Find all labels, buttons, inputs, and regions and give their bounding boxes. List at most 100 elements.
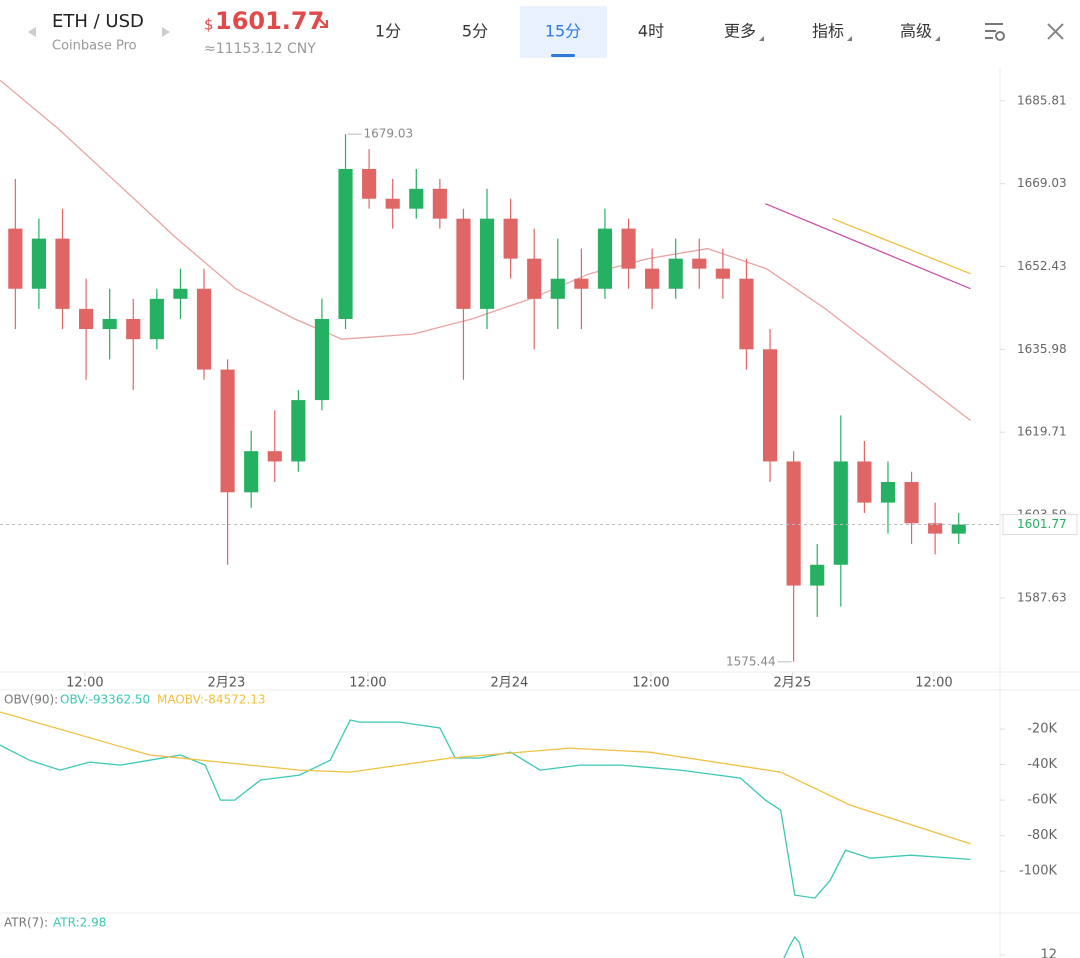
candle-body xyxy=(291,400,306,462)
candle-body xyxy=(503,218,518,259)
candle-body xyxy=(692,258,707,269)
indicator-line xyxy=(0,79,971,422)
y-tick-label: -60K xyxy=(1027,793,1057,808)
candle-body xyxy=(739,278,754,350)
legend-entry: ATR:2.98 xyxy=(53,916,106,930)
candle-body xyxy=(409,188,424,209)
x-tick-label: 12:00 xyxy=(66,676,103,691)
interval-tabs: 1分 5分 15分 4时 更多 指标 高级 xyxy=(375,6,940,58)
y-tick-label: -80K xyxy=(1027,828,1057,843)
close-button[interactable] xyxy=(1047,23,1064,40)
next-arrow[interactable] xyxy=(162,27,170,37)
candle-body xyxy=(196,288,212,370)
candle-body xyxy=(432,188,447,219)
last-price: 1601.77 xyxy=(215,7,324,35)
cny-price: ≈11153.12 CNY xyxy=(204,41,316,57)
x-tick-label: 2月24 xyxy=(491,676,529,691)
active-tab-bg xyxy=(520,6,607,58)
candle-body xyxy=(102,318,117,330)
price-plot xyxy=(0,79,971,662)
candle-body xyxy=(904,482,919,524)
candle-body xyxy=(31,238,46,289)
indicator-title: OBV(90): xyxy=(4,693,58,707)
candle-body xyxy=(362,168,377,199)
y-tick-label: 1685.81 xyxy=(1017,93,1067,107)
candle-body xyxy=(597,228,613,289)
x-tick-label: 2月25 xyxy=(774,676,812,691)
candle-body xyxy=(126,318,141,340)
candle-body xyxy=(574,278,589,289)
current-price-label: 1601.77 xyxy=(1017,517,1067,531)
exchange: Coinbase Pro xyxy=(52,39,137,54)
dropdown-caret xyxy=(935,36,940,41)
candle-body xyxy=(621,228,636,269)
y-tick-label: 1669.03 xyxy=(1017,176,1067,190)
candle-body xyxy=(244,451,259,493)
y-tick-label: 12 xyxy=(1040,948,1057,958)
indicator-line xyxy=(765,203,971,290)
x-tick-label: 12:00 xyxy=(915,676,952,691)
legend-entry: MAOBV:-84572.13 xyxy=(157,693,266,707)
interval-tab[interactable]: 1分 xyxy=(375,22,401,41)
y-tick-label: -20K xyxy=(1027,722,1057,737)
candle-body xyxy=(220,369,235,493)
high-annotation: 1679.03 xyxy=(364,127,414,141)
y-tick-label: 1652.43 xyxy=(1017,259,1067,273)
candle-body xyxy=(173,288,188,299)
candle-body xyxy=(833,461,848,565)
candle-body xyxy=(668,258,683,289)
obv-plot xyxy=(0,711,971,899)
y-tick-label: -40K xyxy=(1027,757,1057,772)
x-tick-label: 12:00 xyxy=(632,676,669,691)
candle-body xyxy=(857,461,872,503)
indicator-line xyxy=(0,711,971,845)
interval-tab[interactable]: 指标 xyxy=(812,22,844,41)
candle-body xyxy=(928,523,943,534)
candle-body xyxy=(456,218,471,309)
candle-body xyxy=(786,461,801,586)
y-tick-label: -100K xyxy=(1019,864,1058,879)
prev-arrow[interactable] xyxy=(28,27,36,37)
x-tick-label: 12:00 xyxy=(349,676,386,691)
dropdown-caret xyxy=(847,36,852,41)
interval-tab[interactable]: 更多 xyxy=(724,22,756,41)
low-annotation: 1575.44 xyxy=(726,654,776,668)
candle-body xyxy=(715,268,730,279)
pair: ETH / USD xyxy=(52,11,144,32)
x-tick-label: 2月23 xyxy=(208,676,246,691)
interval-tab[interactable]: 高级 xyxy=(900,22,932,41)
y-tick-label: 1635.98 xyxy=(1017,342,1067,356)
candle-body xyxy=(810,564,825,586)
candle-body xyxy=(338,168,353,319)
candle-body xyxy=(385,198,400,209)
indicator-line xyxy=(783,935,805,958)
indicator-line xyxy=(832,218,971,275)
y-tick-label: 1587.63 xyxy=(1017,590,1067,604)
y-tick-label: 1619.71 xyxy=(1017,425,1067,439)
interval-tab[interactable]: 5分 xyxy=(462,22,488,41)
axes: 1587.631603.591619.711635.981652.431669.… xyxy=(66,93,1066,958)
indicator-title: ATR(7): xyxy=(4,916,48,930)
down-arrow xyxy=(316,16,328,28)
indicator-line xyxy=(0,719,971,899)
candle-body xyxy=(880,482,896,503)
dropdown-caret xyxy=(759,36,764,41)
candle-body xyxy=(762,349,778,462)
atr-plot xyxy=(783,935,805,958)
legend-entry: OBV:-93362.50 xyxy=(60,693,150,707)
candle-body xyxy=(8,228,23,289)
candle-body xyxy=(267,451,282,462)
candle-body xyxy=(550,278,565,299)
candle-body xyxy=(527,258,542,299)
candle-body xyxy=(951,524,966,534)
candle-body xyxy=(645,268,660,289)
interval-tab[interactable]: 4时 xyxy=(638,22,664,41)
candle-body xyxy=(79,308,94,330)
interval-tab[interactable]: 15分 xyxy=(545,22,581,41)
candle-body xyxy=(314,318,330,401)
candle-body xyxy=(479,218,495,309)
candle-body xyxy=(55,238,70,309)
current-price-box xyxy=(1002,513,1078,535)
settings-icon[interactable] xyxy=(985,23,1005,41)
